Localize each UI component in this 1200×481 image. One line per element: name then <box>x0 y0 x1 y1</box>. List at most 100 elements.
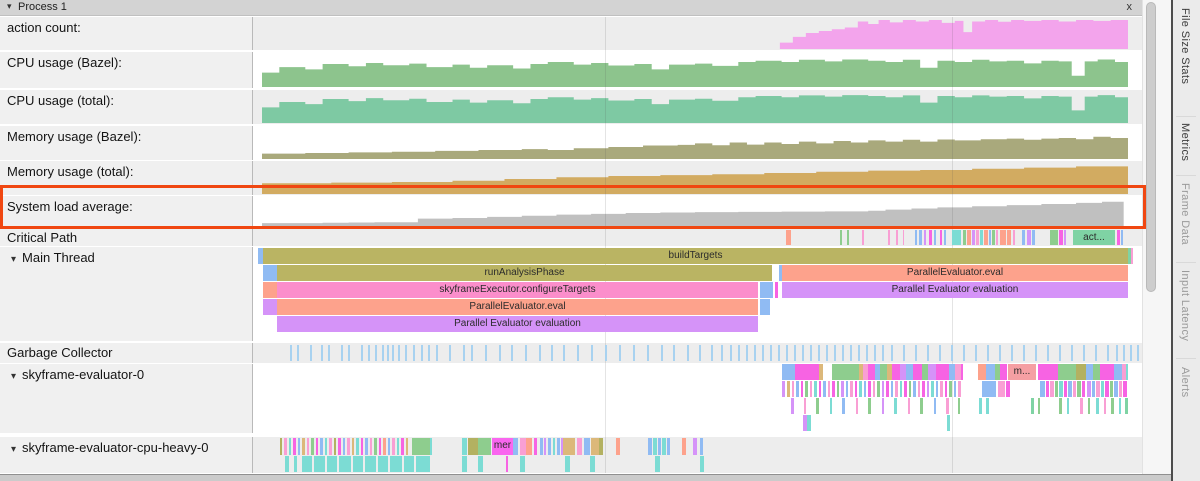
trace-slice[interactable] <box>904 381 907 397</box>
trace-slice[interactable] <box>563 438 575 455</box>
trace-slice[interactable] <box>868 364 875 380</box>
trace-slice[interactable] <box>1064 230 1066 245</box>
trace-slice[interactable] <box>803 415 807 431</box>
trace-slice[interactable] <box>297 345 299 361</box>
trace-slice[interactable] <box>992 230 995 245</box>
trace-slice[interactable] <box>478 438 491 455</box>
trace-slice[interactable] <box>895 381 898 397</box>
trace-slice[interactable] <box>928 364 936 380</box>
trace-slice[interactable] <box>762 345 764 361</box>
trace-slice[interactable] <box>980 230 983 245</box>
skyframe-evaluator-0-track[interactable]: m... <box>253 364 1142 433</box>
trace-slice[interactable] <box>548 438 551 455</box>
trace-slice[interactable] <box>285 456 289 472</box>
trace-slice[interactable] <box>421 345 423 361</box>
trace-slice[interactable] <box>866 345 868 361</box>
trace-slice[interactable] <box>478 456 483 472</box>
trace-slice[interactable] <box>405 345 407 361</box>
trace-slice[interactable] <box>1080 398 1083 414</box>
trace-slice[interactable] <box>1128 248 1131 264</box>
trace-slice[interactable] <box>987 345 989 361</box>
trace-slice[interactable] <box>979 398 982 414</box>
trace-slice[interactable] <box>258 248 263 264</box>
trace-slice[interactable] <box>412 438 430 455</box>
trace-slice[interactable] <box>428 345 430 361</box>
trace-slice[interactable] <box>896 230 898 245</box>
trace-slice[interactable] <box>819 364 823 380</box>
trace-slice[interactable] <box>294 456 297 472</box>
row-label-skyframe-evaluator-0[interactable]: ▾ skyframe-evaluator-0 <box>0 364 253 433</box>
trace-slice[interactable] <box>1050 230 1058 245</box>
trace-slice[interactable] <box>413 345 415 361</box>
trace-slice[interactable] <box>1007 230 1011 245</box>
trace-slice-labeled[interactable]: skyframeExecutor.configureTargets <box>277 282 758 298</box>
trace-slice[interactable] <box>506 456 508 472</box>
trace-slice[interactable] <box>760 299 770 315</box>
row-label-skyframe-evaluator-cpu-heavy-0[interactable]: ▾ skyframe-evaluator-cpu-heavy-0 <box>0 437 253 473</box>
trace-slice[interactable] <box>818 345 820 361</box>
trace-slice[interactable] <box>700 438 703 455</box>
trace-slice[interactable] <box>1130 345 1132 361</box>
trace-slice-labeled[interactable]: m... <box>1008 364 1036 380</box>
trace-slice-labeled[interactable]: act... <box>1073 230 1115 245</box>
trace-slice[interactable] <box>882 398 884 414</box>
sys-load-track[interactable] <box>253 196 1142 228</box>
trace-slice[interactable] <box>913 364 922 380</box>
trace-slice[interactable] <box>721 345 723 361</box>
trace-slice[interactable] <box>986 398 989 414</box>
action-count-chart[interactable] <box>262 20 1128 49</box>
trace-slice[interactable] <box>392 345 394 361</box>
trace-slice[interactable] <box>1111 398 1114 414</box>
trace-slice[interactable] <box>903 345 905 361</box>
trace-slice[interactable] <box>687 345 689 361</box>
trace-slice[interactable] <box>329 438 332 455</box>
trace-slice[interactable] <box>1013 230 1015 245</box>
trace-slice[interactable] <box>1011 345 1013 361</box>
trace-slice[interactable] <box>557 438 560 455</box>
trace-slice[interactable] <box>1137 345 1139 361</box>
trace-slice[interactable] <box>859 381 862 397</box>
trace-slice[interactable] <box>368 345 370 361</box>
trace-slice[interactable] <box>961 364 963 380</box>
trace-slice[interactable] <box>325 438 327 455</box>
mem-total-track[interactable] <box>253 161 1142 195</box>
trace-slice[interactable] <box>842 398 845 414</box>
trace-slice[interactable] <box>462 456 467 472</box>
trace-slice[interactable] <box>1038 398 1040 414</box>
trace-slice[interactable] <box>540 438 543 455</box>
trace-slice[interactable] <box>1107 345 1109 361</box>
trace-slice[interactable] <box>882 345 884 361</box>
trace-slice[interactable] <box>955 364 961 380</box>
trace-slice[interactable] <box>699 345 701 361</box>
trace-slice[interactable] <box>1068 381 1072 397</box>
trace-slice[interactable] <box>352 438 354 455</box>
trace-slice[interactable] <box>949 364 955 380</box>
trace-slice[interactable] <box>796 381 799 397</box>
collapse-triangle-main-thread[interactable]: ▾ <box>11 254 17 265</box>
trace-slice[interactable] <box>804 398 806 414</box>
trace-slice[interactable] <box>361 345 363 361</box>
trace-slice[interactable] <box>778 345 780 361</box>
trace-slice[interactable] <box>807 415 811 431</box>
trace-slice[interactable] <box>1031 398 1034 414</box>
tab-alerts[interactable]: Alerts <box>1179 367 1191 398</box>
trace-slice[interactable] <box>936 364 949 380</box>
trace-slice[interactable] <box>913 381 916 397</box>
trace-slice[interactable] <box>661 345 663 361</box>
trace-slice[interactable] <box>863 364 868 380</box>
trace-slice-labeled[interactable]: buildTargets <box>263 248 1128 264</box>
trace-slice[interactable] <box>1114 381 1118 397</box>
trace-slice[interactable] <box>882 381 884 397</box>
trace-slice[interactable] <box>920 398 923 414</box>
trace-slice[interactable] <box>1131 248 1133 264</box>
trace-slice[interactable] <box>499 345 501 361</box>
trace-slice[interactable] <box>1059 381 1063 397</box>
trace-slice[interactable] <box>1123 345 1125 361</box>
trace-slice-labeled[interactable]: mer <box>492 438 513 455</box>
mem-bazel-track[interactable] <box>253 126 1142 160</box>
trace-slice[interactable] <box>1092 381 1095 397</box>
trace-slice[interactable] <box>667 438 670 455</box>
trace-slice[interactable] <box>1040 381 1045 397</box>
trace-slice[interactable] <box>307 438 309 455</box>
vertical-scrollbar-track[interactable] <box>1142 0 1171 474</box>
